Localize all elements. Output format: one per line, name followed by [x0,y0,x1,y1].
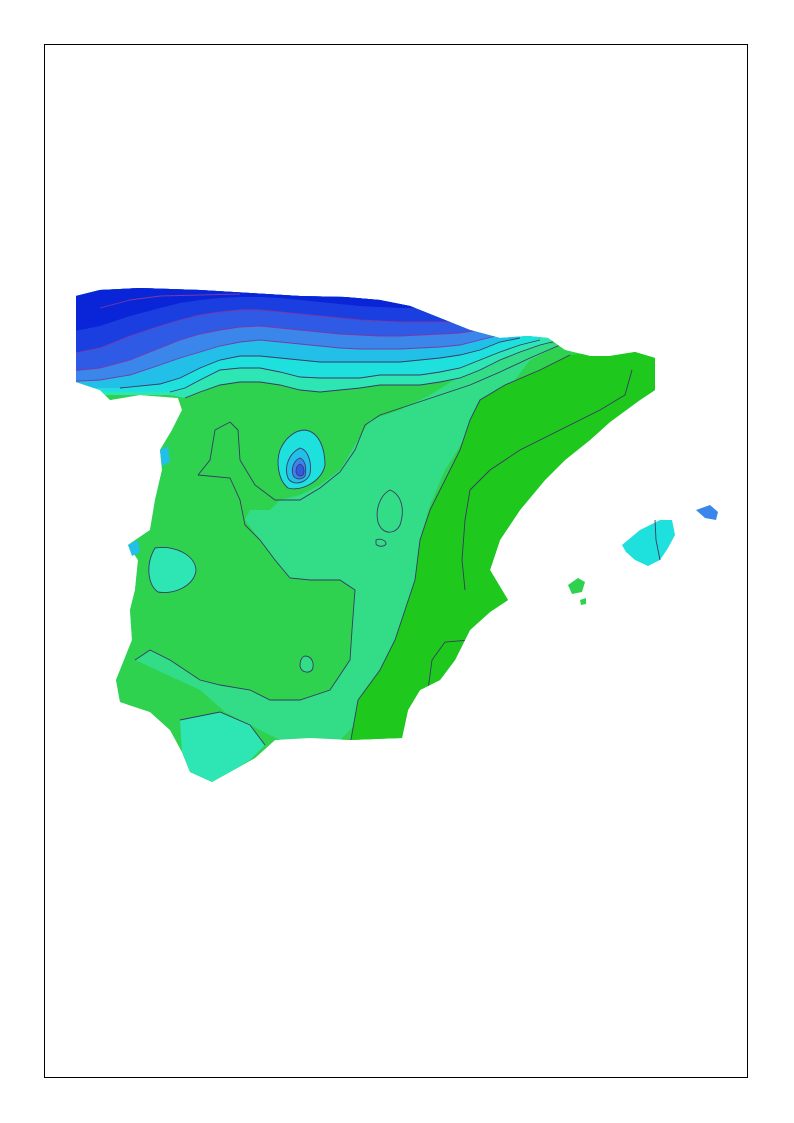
contour-line [286,447,311,484]
contour-line [349,354,571,746]
island-formentera [580,598,586,605]
contour-line [134,474,356,701]
contour-line [197,344,561,501]
balearic-islands [568,505,718,605]
contour-line [76,325,481,373]
contour-line [376,489,403,533]
local-green-center [377,490,403,533]
contour-line [277,429,326,490]
island-menorca [696,505,718,520]
contour-line [291,457,307,480]
contour-line [184,339,561,399]
local-green-spot [300,656,314,673]
contour-line [299,655,314,673]
contour-line [179,711,266,746]
contour-line [461,369,633,591]
spain-mainland [76,288,655,782]
contour-line [295,463,305,477]
coastal-patch-west [128,540,140,556]
contour-line [148,547,197,593]
island-ibiza [568,578,585,594]
island-mallorca [622,520,675,566]
local-core [296,464,304,476]
contour-line [99,293,241,309]
contour-line [76,309,460,357]
band-teal-south [180,712,265,782]
contour-line [169,339,541,393]
contour-line [119,337,521,389]
contour-line [427,639,471,691]
contour-line [76,334,501,383]
local-teal-west [148,547,196,593]
contour-line [654,519,661,561]
coastal-patch-northwest [160,446,170,466]
contour-line [375,538,387,547]
